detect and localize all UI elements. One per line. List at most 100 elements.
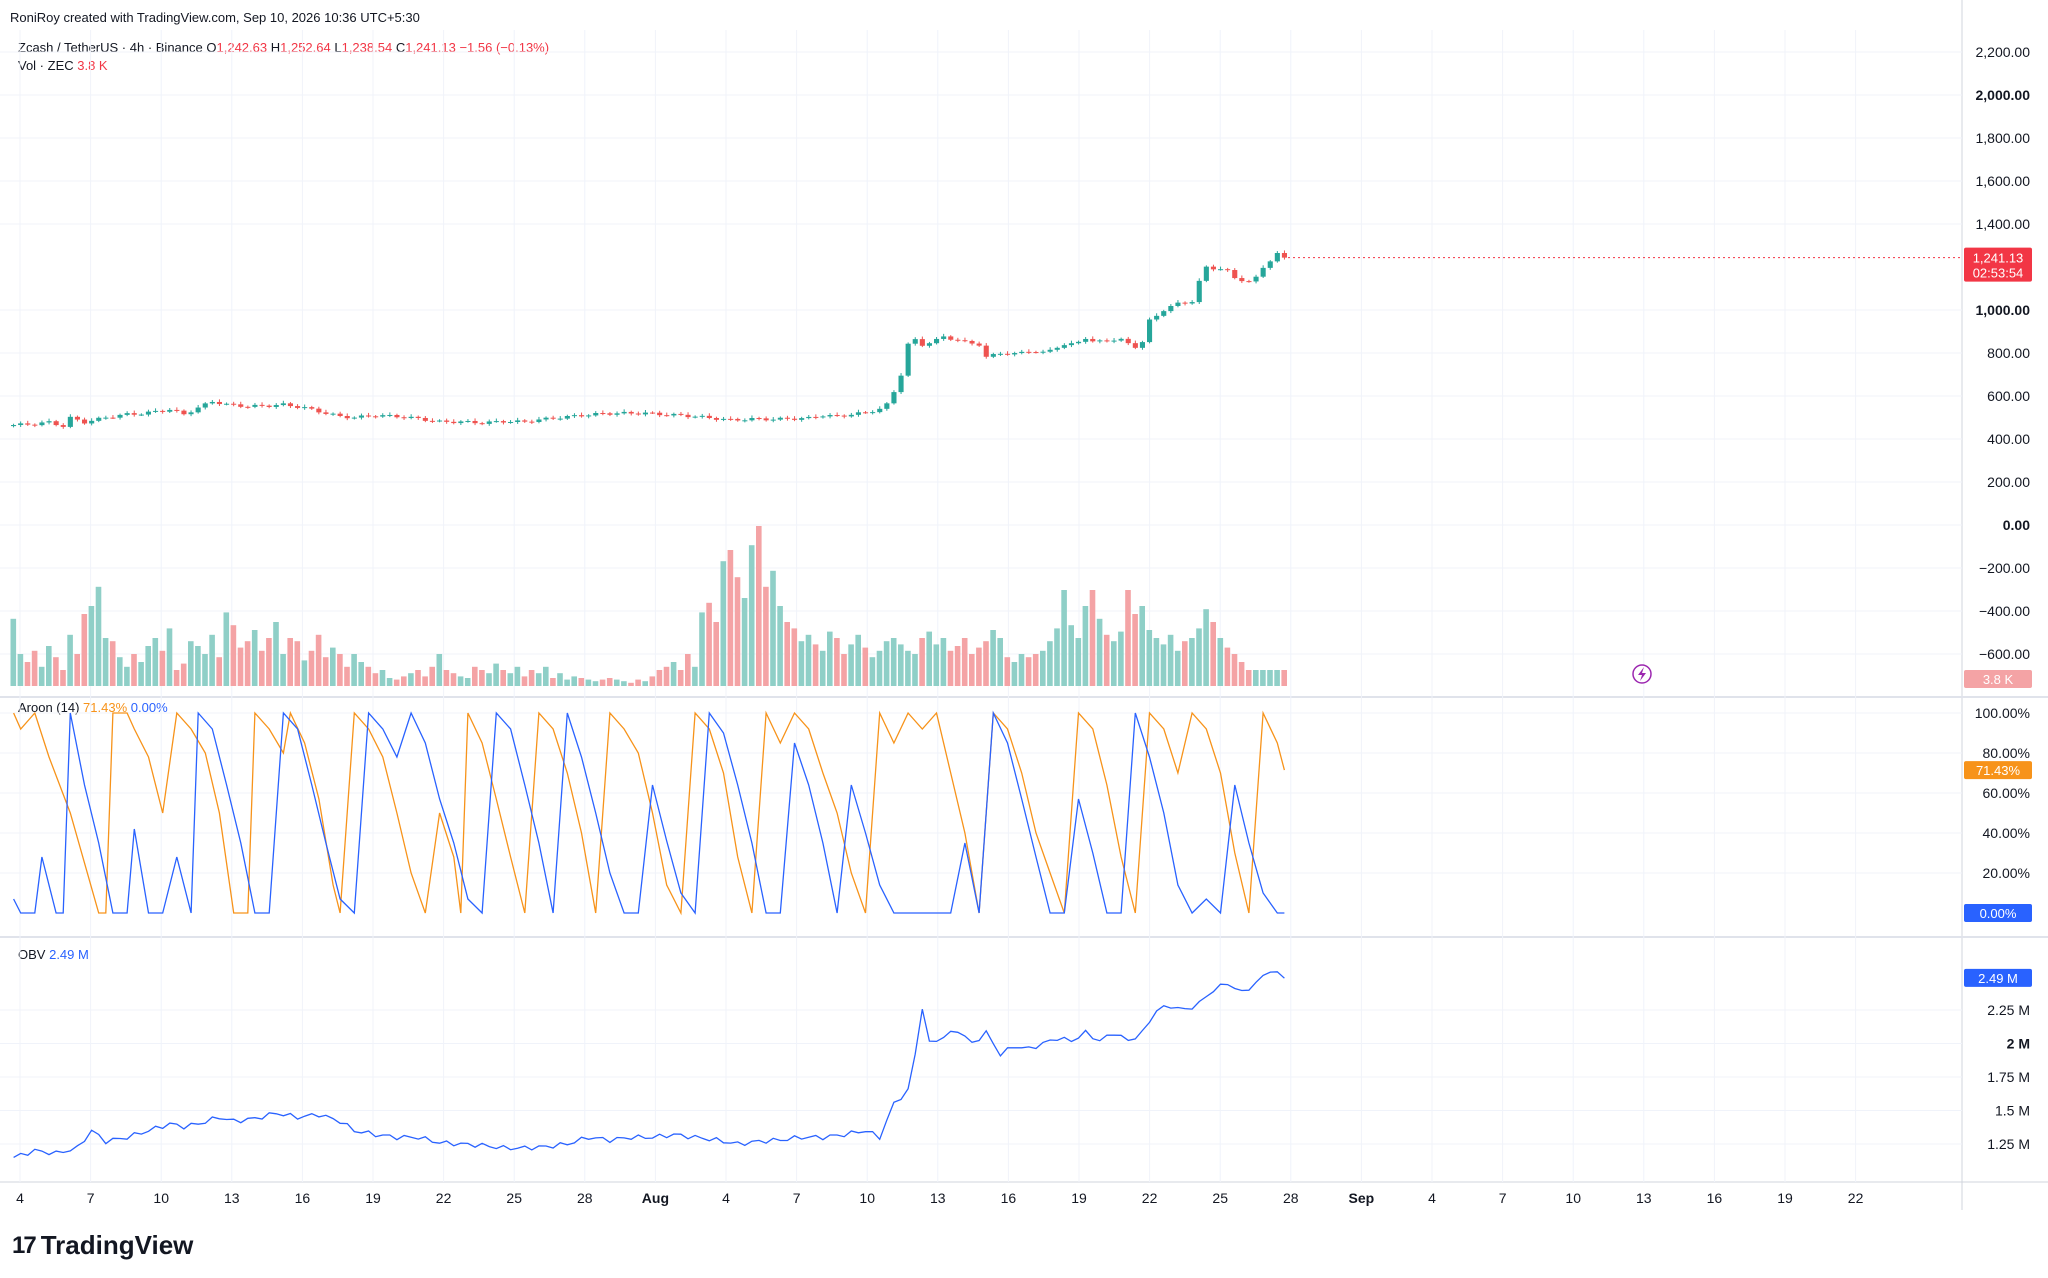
candle-body: [792, 418, 798, 420]
volume-bar: [1125, 590, 1131, 686]
volume-bar: [1054, 628, 1060, 686]
volume-bar: [926, 631, 932, 686]
candle-body: [1168, 306, 1174, 312]
candle-body: [1147, 319, 1153, 343]
volume-bar: [223, 612, 230, 686]
candle-body: [1132, 343, 1138, 348]
candle-body: [614, 413, 620, 415]
candle-body: [834, 415, 840, 417]
aroon-axis-label: 100.00%: [1975, 705, 2030, 721]
volume-bar: [756, 526, 762, 686]
volume-label[interactable]: Vol · ZEC: [18, 58, 74, 73]
price-axis-label: 1,800.00: [1976, 130, 2031, 146]
volume-bar: [628, 682, 634, 686]
low-value: 1,238.54: [341, 40, 393, 55]
time-axis-label: 10: [1565, 1190, 1581, 1206]
candle-body: [642, 412, 648, 415]
close-label: C: [395, 40, 406, 55]
candle-body: [863, 412, 869, 414]
obv-legend[interactable]: OBV 2.49 M: [18, 947, 89, 962]
candle-body: [650, 412, 656, 414]
candle-body: [983, 345, 989, 357]
volume-bar: [848, 644, 854, 686]
candle-body: [1104, 340, 1110, 342]
volume-bar: [230, 625, 237, 686]
time-axis-label: 16: [295, 1190, 311, 1206]
volume-bar: [1061, 590, 1067, 686]
candle-body: [415, 416, 421, 418]
candle-body: [82, 419, 88, 424]
candle-body: [571, 415, 577, 417]
volume-tag: 3.8 K: [1964, 670, 2032, 688]
candle-body: [1218, 269, 1224, 271]
aroon-down-tag: 0.00%: [1964, 904, 2032, 922]
candle-body: [721, 418, 727, 420]
change-value: −1.56 (−0.13%): [459, 40, 550, 55]
volume-bar: [827, 631, 833, 686]
volume-bar: [507, 673, 514, 686]
candle-body: [934, 338, 940, 344]
price-axis-label: 1,400.00: [1976, 216, 2031, 232]
volume-bar: [1174, 650, 1181, 686]
volume-bar: [81, 614, 88, 686]
volume-bar: [912, 654, 918, 686]
volume-bar: [685, 654, 691, 686]
obv-value: 2.49 M: [49, 947, 89, 962]
candle-body: [749, 418, 755, 421]
candle-body: [813, 416, 819, 418]
obv-label[interactable]: OBV: [18, 947, 46, 962]
volume-bar: [486, 673, 492, 686]
candle-body: [600, 413, 606, 415]
volume-bar: [1075, 638, 1082, 686]
chart-canvas[interactable]: 4 7 10 13 16 19 22 25 28 Aug 4 7 10 13 16 19 22 25 28 Sep 4 7…: [0, 0, 2048, 1220]
volume-bar: [301, 660, 308, 686]
tradingview-brand[interactable]: 17 TradingView: [12, 1230, 193, 1261]
volume-bar: [1260, 670, 1266, 686]
candle-body: [1061, 345, 1067, 348]
volume-bar: [706, 602, 712, 686]
time-axis-label: 7: [87, 1190, 95, 1206]
candle-body: [380, 415, 386, 417]
candle-body: [770, 419, 776, 421]
high-label: H: [270, 40, 281, 55]
volume-bar: [599, 679, 606, 686]
volume-bar: [1231, 654, 1238, 686]
aroon-up-tag-text: 71.43%: [1976, 763, 2021, 778]
volume-bar: [95, 586, 102, 686]
volume-legend[interactable]: Vol · ZEC 3.8 K: [18, 58, 108, 73]
volume-bar: [947, 650, 954, 686]
volume-tag-bg: [1964, 670, 2032, 688]
volume-bar: [1189, 638, 1195, 686]
price-axis-label: 600.00: [1987, 388, 2030, 404]
candle-body: [1182, 302, 1188, 304]
volume-bar: [216, 657, 222, 686]
aroon-label[interactable]: Aroon (14): [18, 700, 80, 715]
candle-body: [451, 421, 457, 424]
volume-bar: [670, 662, 677, 686]
lightning-icon-bolt: [1638, 667, 1646, 681]
candle-body: [1232, 270, 1238, 279]
candle-body: [941, 336, 947, 339]
candle-body: [287, 403, 293, 407]
candle-body: [245, 406, 251, 408]
candle-body: [25, 423, 31, 425]
aroon-axis-label: 60.00%: [1983, 785, 2030, 801]
volume-bar: [1089, 590, 1096, 686]
price-axis-label: 400.00: [1987, 431, 2030, 447]
volume-bar: [1203, 609, 1209, 686]
candle-body: [1281, 253, 1287, 258]
candle-body: [89, 420, 95, 424]
candle-body: [1203, 266, 1209, 281]
aroon-legend[interactable]: Aroon (14) 71.43% 0.00%: [18, 700, 168, 715]
time-axis-label: 28: [1283, 1190, 1299, 1206]
candle-body: [202, 403, 208, 408]
candle-body: [948, 336, 954, 340]
candle-body: [529, 421, 535, 423]
candle-body: [188, 412, 194, 415]
volume-bar: [1224, 647, 1231, 686]
symbol-label[interactable]: Zcash / TetherUS · 4h · Binance: [18, 40, 203, 55]
volume-bar: [17, 654, 24, 686]
volume-bar: [543, 666, 549, 686]
candle-body: [1054, 347, 1060, 350]
candle-body: [607, 413, 613, 415]
